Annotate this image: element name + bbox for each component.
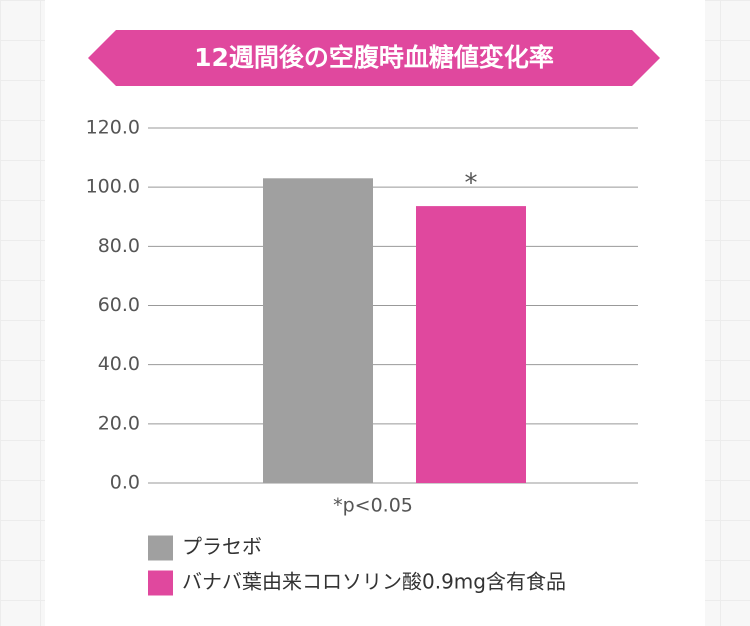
legend-swatch	[148, 535, 173, 561]
y-tick-label: 60.0	[98, 294, 140, 316]
bar	[263, 178, 373, 483]
legend-label: バナバ葉由来コロソリン酸0.9mg含有食品	[182, 570, 566, 594]
title-banner	[88, 30, 660, 86]
y-tick-label: 0.0	[110, 472, 140, 494]
note: *p<0.05	[333, 495, 413, 517]
legend-label: プラセボ	[182, 535, 262, 559]
y-tick-label: 20.0	[98, 412, 140, 434]
y-tick-label: 40.0	[98, 353, 140, 375]
legend-swatch	[148, 570, 173, 596]
panel	[45, 0, 705, 626]
significance-mark: *	[465, 169, 478, 199]
chart-title: 12週間後の空腹時血糖値変化率	[194, 43, 554, 72]
bar	[416, 206, 526, 483]
y-tick-label: 120.0	[86, 117, 140, 139]
y-tick-label: 80.0	[98, 235, 140, 257]
y-tick-label: 100.0	[86, 176, 140, 198]
